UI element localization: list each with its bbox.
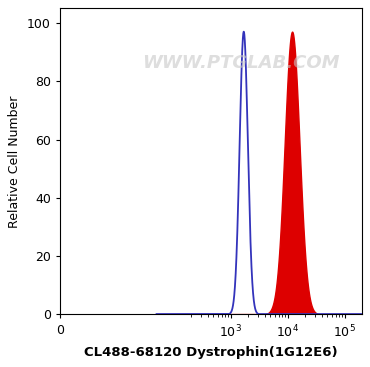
X-axis label: CL488-68120 Dystrophin(1G12E6): CL488-68120 Dystrophin(1G12E6) <box>84 346 337 359</box>
Y-axis label: Relative Cell Number: Relative Cell Number <box>9 95 21 228</box>
Text: WWW.PTGLAB.COM: WWW.PTGLAB.COM <box>142 54 340 72</box>
